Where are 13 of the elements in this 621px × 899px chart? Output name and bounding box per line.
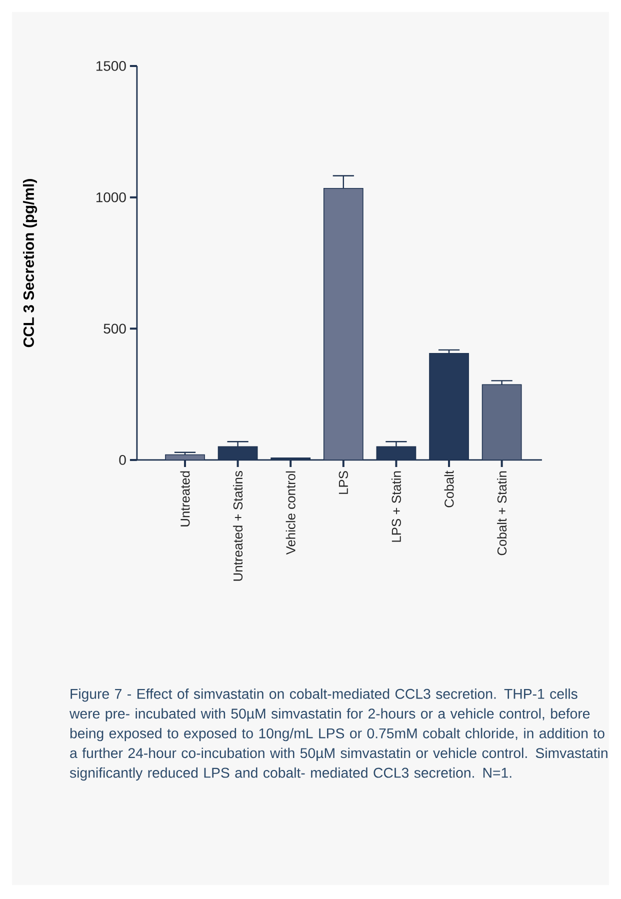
y-axis-title: CCL 3 Secretion (pg/ml) — [23, 179, 38, 348]
x-tick-label: Untreated + Statins — [233, 470, 243, 581]
x-tick-label: Untreated — [180, 471, 190, 526]
y-tick-label: 0 — [119, 455, 126, 465]
caption: Figure 7 - Effect of simvastatin on cobalt-mediated CCL3 secretion. THP-1 cells were pre- incubated with 50µM simvastatin for 2-hours or a vehicle control, before being exposed to exposed to 10ng/mL LPS or 0.75mM cobalt chloride, in addition to a further 24-hour co-incubation with 50µM simvastatin or vehicle control. Simvastatin significantly reduced LPS and cobalt- mediated CCL3 secretion. N=1. — [70, 688, 608, 781]
x-tick-label: Cobalt — [444, 470, 454, 508]
x-tick-label: LPS + Statin — [391, 471, 401, 542]
x-tick-label: Cobalt + Statin — [497, 471, 507, 556]
y-tick-label: 1500 — [96, 61, 126, 71]
x-tick-label: LPS — [338, 471, 348, 494]
y-tick-label: 1000 — [96, 192, 126, 202]
x-tick-label: Vehicle control — [286, 471, 296, 555]
y-tick-label: 500 — [104, 324, 126, 334]
